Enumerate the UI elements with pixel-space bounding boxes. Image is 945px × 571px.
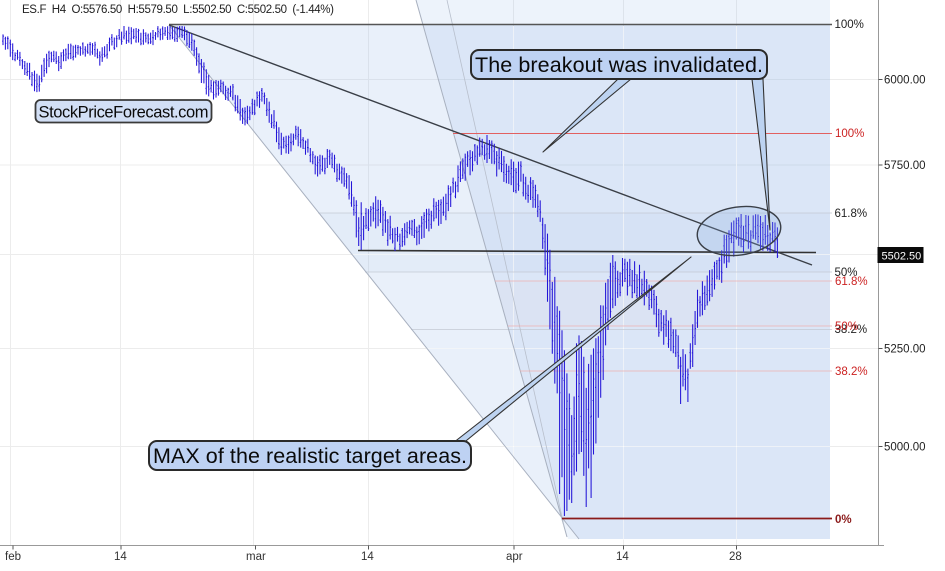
svg-text:StockPriceForecast.com: StockPriceForecast.com	[39, 103, 209, 121]
svg-text:50%: 50%	[835, 267, 858, 279]
svg-text:5750.00: 5750.00	[884, 160, 926, 172]
svg-text:mar: mar	[246, 551, 266, 563]
svg-text:28: 28	[729, 551, 742, 563]
svg-text:The breakout was invalidated.: The breakout was invalidated.	[475, 53, 763, 77]
svg-text:100%: 100%	[835, 128, 864, 140]
svg-text:61.8%: 61.8%	[835, 276, 868, 288]
svg-text:feb: feb	[5, 551, 21, 563]
svg-text:50%: 50%	[835, 321, 858, 333]
svg-text:ES.F H4 O:5576.50 H:5579.50: ES.F H4 O:5576.50 H:5579.50 L:5502.50 C:…	[22, 4, 334, 16]
svg-text:6000.00: 6000.00	[884, 75, 926, 87]
svg-text:5502.50: 5502.50	[882, 250, 922, 262]
svg-text:14: 14	[616, 551, 629, 563]
svg-text:5000.00: 5000.00	[884, 442, 926, 454]
svg-text:0%: 0%	[835, 514, 852, 526]
svg-text:MAX of the realistic target ar: MAX of the realistic target areas.	[153, 444, 467, 468]
svg-text:14: 14	[361, 551, 374, 563]
svg-text:61.8%: 61.8%	[835, 208, 868, 220]
svg-text:100%: 100%	[835, 19, 864, 31]
svg-text:apr: apr	[506, 551, 523, 563]
svg-text:5250.00: 5250.00	[884, 344, 926, 356]
svg-text:38.2%: 38.2%	[835, 366, 868, 378]
svg-text:14: 14	[114, 551, 127, 563]
svg-text:38.2%: 38.2%	[835, 324, 868, 336]
